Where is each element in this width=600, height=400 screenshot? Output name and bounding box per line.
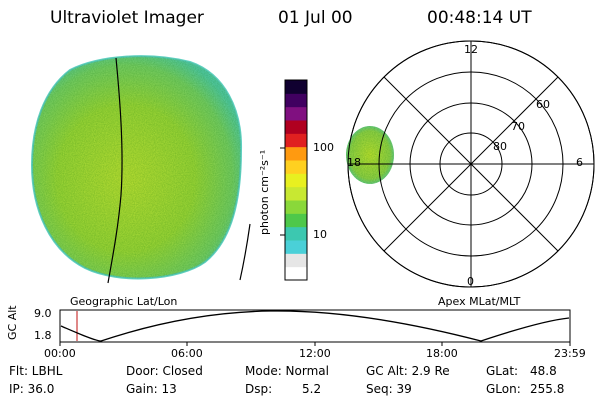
glon-label: GLon:: [486, 382, 521, 396]
dsp-label: Dsp:: [245, 382, 273, 396]
mlt-0-label: 0: [467, 275, 474, 288]
glon-value: 255.8: [530, 382, 565, 396]
mlat-60-label: 60: [536, 98, 550, 111]
polar-mlt-plot: [346, 40, 595, 288]
colorbar-segment: [285, 106, 307, 121]
colorbar-segment: [285, 173, 307, 188]
colorbar-segment: [285, 186, 307, 201]
time-tick-1800: 18:00: [426, 347, 458, 360]
gc-alt-tick-top: 9.0: [34, 307, 52, 320]
gc-alt-status: GC Alt: 2.9 Re: [366, 364, 450, 378]
color-scale-bar: [285, 80, 307, 281]
date-display: 01 Jul 00: [278, 8, 353, 28]
colorbar-segment: [285, 120, 307, 134]
colorbar-tick-10: 10: [313, 228, 327, 241]
time-tick-2359: 23:59: [554, 347, 586, 360]
mlat-70-label: 70: [511, 120, 525, 133]
mlt-6-label: 6: [576, 156, 583, 169]
time-display: 00:48:14 UT: [427, 8, 532, 28]
colorbar-segment: [285, 80, 307, 94]
time-tick-0600: 06:00: [171, 347, 203, 360]
mlt-12-label: 12: [464, 43, 478, 56]
app-title: Ultraviolet Imager: [50, 8, 204, 28]
mlt-18-label: 18: [347, 156, 361, 169]
terminator-line: [107, 57, 123, 284]
colorbar-segment: [285, 226, 307, 241]
glat-label: GLat:: [486, 364, 519, 378]
colorbar-segment: [285, 160, 307, 174]
colorbar-segment: [285, 240, 307, 254]
mlat-80-label: 80: [493, 140, 507, 153]
ip-status: IP: 36.0: [9, 382, 55, 396]
colorbar-segment: [285, 266, 307, 281]
dsp-value: 5.2: [302, 382, 322, 396]
colorbar-segment: [285, 253, 307, 268]
colorbar-segment: [285, 213, 307, 228]
mode-status: Mode: Normal: [245, 364, 329, 378]
gc-alt-axis-label: GC Alt: [6, 305, 19, 340]
colorbar-tick-100: 100: [313, 141, 334, 154]
limb-line: [239, 223, 251, 281]
seq-status: Seq: 39: [366, 382, 412, 396]
apex-projection-label: Apex MLat/MLT: [438, 295, 521, 308]
door-status: Door: Closed: [126, 364, 203, 378]
glat-value: 48.8: [530, 364, 557, 378]
geographic-projection-label: Geographic Lat/Lon: [70, 295, 178, 308]
time-tick-1200: 12:00: [299, 347, 331, 360]
orbit-altitude-plot: [59, 309, 571, 346]
gc-alt-tick-bottom: 1.8: [34, 329, 52, 342]
colorbar-unit-label: photon cm⁻²s⁻¹: [258, 149, 271, 235]
time-tick-0000: 00:00: [44, 347, 76, 360]
colorbar-segment: [285, 133, 307, 148]
colorbar-segment: [285, 93, 307, 108]
filter-status: Flt: LBHL: [9, 364, 63, 378]
colorbar-segment: [285, 146, 307, 161]
gain-status: Gain: 13: [126, 382, 177, 396]
uv-disk-image: [30, 55, 251, 284]
colorbar-segment: [285, 200, 307, 214]
